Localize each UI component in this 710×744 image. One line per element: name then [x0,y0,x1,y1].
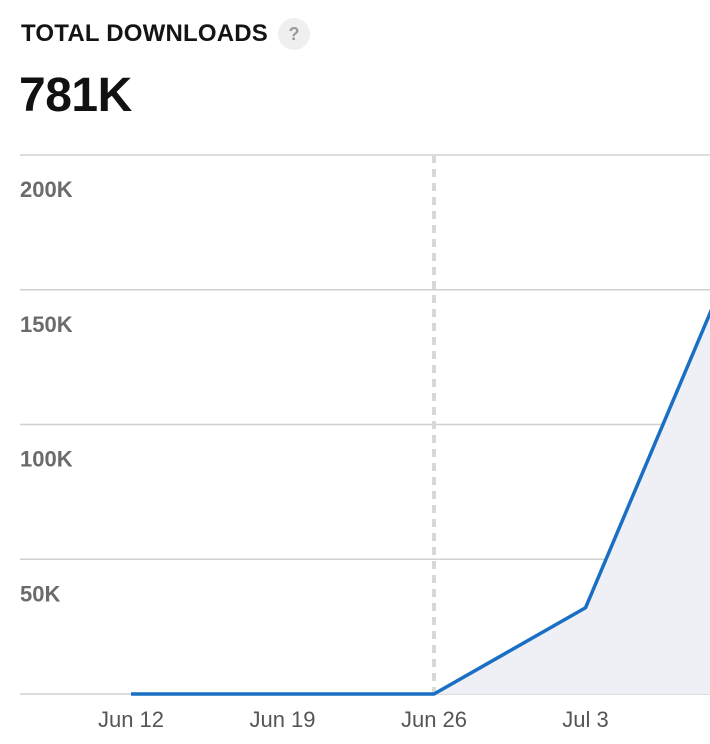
series-area-fill [131,313,710,694]
y-tick-label: 100K [20,447,73,472]
x-tick-label: Jun 12 [98,707,164,732]
series-line [131,308,710,696]
metric-title: TOTAL DOWNLOADS [21,20,268,47]
y-tick-label: 200K [20,177,73,202]
y-tick-label: 50K [20,581,60,606]
x-tick-label: Jun 26 [401,707,467,732]
metric-value: 781K [19,69,132,122]
y-tick-label: 150K [20,312,73,337]
x-tick-label: Jul 3 [562,707,608,732]
question-mark-icon[interactable]: ? [277,18,310,50]
metric-header: TOTAL DOWNLOADS ? [21,18,310,50]
x-tick-label: Jun 19 [249,707,315,732]
